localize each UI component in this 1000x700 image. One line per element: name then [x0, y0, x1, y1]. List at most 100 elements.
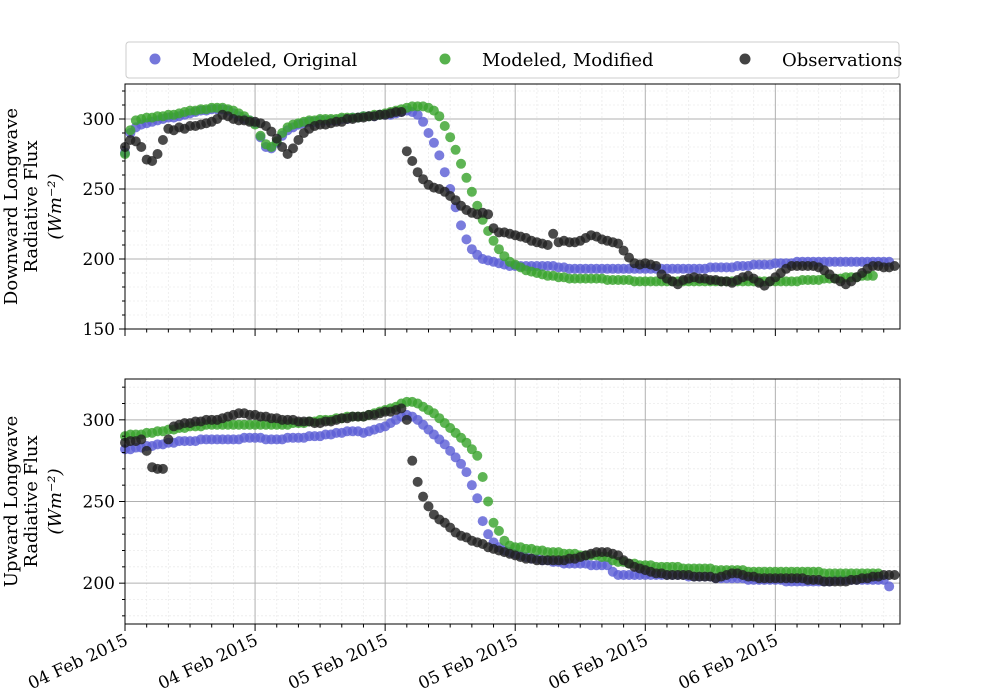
y-tick-label: 250: [83, 180, 115, 200]
data-point: [613, 238, 624, 249]
data-point: [277, 142, 288, 152]
y-axis-label-line: Downward Longwave: [1, 108, 22, 305]
data-point: [434, 111, 445, 122]
data-point: [418, 491, 429, 502]
data-point: [293, 135, 304, 145]
legend-marker: [739, 53, 751, 65]
legend-marker: [149, 53, 161, 65]
data-point: [418, 116, 429, 127]
data-point: [147, 156, 158, 166]
data-point: [412, 109, 423, 120]
data-point: [136, 142, 147, 152]
x-tick-label: 06 Feb 2015: [676, 630, 782, 694]
legend-label: Observations: [782, 50, 902, 71]
legend-label: Modeled, Original: [192, 50, 358, 71]
data-point: [423, 128, 434, 138]
data-point: [136, 434, 147, 445]
data-point: [439, 121, 450, 131]
x-tick-labels: 04 Feb 2015 04 Feb 2015 05 Feb 2015 05 Feb …: [25, 630, 781, 694]
x-tick-label: 05 Feb 2015: [415, 630, 521, 694]
data-point: [401, 414, 412, 425]
data-point: [271, 133, 282, 144]
data-point: [401, 146, 412, 157]
series-observations: [120, 403, 900, 587]
data-point: [651, 261, 662, 271]
x-tick-label: 05 Feb 2015: [285, 630, 391, 694]
data-point: [483, 496, 494, 507]
data-point: [439, 167, 450, 178]
data-point: [466, 186, 477, 197]
legend: Modeled, Original Modeled, Modified Observ…: [125, 41, 902, 79]
y-axis-unit: (Wm⁻²): [45, 468, 66, 534]
data-point: [472, 450, 483, 461]
y-axis: 200 250 300: [83, 386, 125, 617]
data-point: [867, 270, 878, 281]
x-tick-label: 06 Feb 2015: [545, 630, 651, 694]
data-point: [434, 150, 445, 161]
y-tick-label: 200: [83, 250, 115, 270]
data-point: [477, 516, 488, 527]
y-axis-label-line: Radiative Flux: [21, 140, 42, 272]
x-tick-label: 04 Feb 2015: [155, 630, 261, 694]
data-point: [488, 235, 499, 246]
data-point: [396, 107, 407, 117]
panel-upward: 200 250 300 Upward LongwaveRadiative Flux (W…: [1, 378, 901, 631]
data-point: [412, 167, 423, 178]
data-point: [412, 476, 423, 487]
data-point: [548, 228, 559, 239]
y-tick-label: 200: [83, 574, 115, 594]
y-axis-label-line: Upward Longwave: [1, 416, 22, 588]
x-axis: [124, 624, 885, 631]
y-axis: 150 200 250 300: [83, 90, 125, 340]
x-tick-label: 04 Feb 2015: [25, 630, 131, 694]
y-tick-label: 150: [83, 320, 115, 340]
data-point: [472, 200, 483, 211]
data-point: [396, 403, 407, 414]
data-point: [428, 137, 439, 148]
data-point: [163, 434, 174, 445]
legend-marker: [439, 53, 451, 65]
data-point: [450, 144, 461, 155]
y-tick-label: 250: [83, 493, 115, 513]
data-point: [466, 480, 477, 491]
data-point: [255, 130, 266, 141]
data-point: [152, 149, 163, 159]
y-axis-unit: (Wm⁻²): [45, 173, 66, 239]
data-point: [288, 143, 299, 154]
data-point: [423, 501, 434, 512]
data-point: [472, 493, 483, 504]
data-point: [483, 209, 494, 220]
data-point: [889, 261, 900, 271]
data-point: [483, 529, 494, 540]
data-point: [456, 220, 467, 231]
data-point: [125, 125, 136, 136]
legend-label: Modeled, Modified: [482, 50, 654, 71]
data-point: [618, 245, 629, 256]
y-tick-label: 300: [83, 110, 115, 130]
data-points: [120, 101, 900, 291]
x-axis: [124, 329, 885, 336]
data-point: [493, 244, 504, 255]
data-point: [407, 455, 418, 466]
data-point: [456, 158, 467, 169]
data-point: [884, 581, 895, 592]
data-point: [461, 467, 472, 478]
data-point: [157, 463, 168, 474]
y-tick-label: 300: [83, 411, 115, 431]
series-modeled-original: [120, 409, 895, 592]
data-point: [542, 240, 553, 250]
data-point: [488, 517, 499, 528]
data-point: [141, 445, 152, 456]
data-point: [493, 525, 504, 536]
data-point: [889, 570, 900, 580]
y-axis-label-line: Radiative Flux: [21, 435, 42, 567]
y-axis-label: Downward LongwaveRadiative Flux (Wm⁻²): [1, 108, 66, 305]
data-point: [461, 172, 472, 183]
axes-frame: [124, 83, 901, 330]
series-observations: [120, 107, 900, 291]
data-point: [266, 126, 277, 137]
data-point: [157, 135, 168, 145]
data-point: [477, 472, 488, 482]
